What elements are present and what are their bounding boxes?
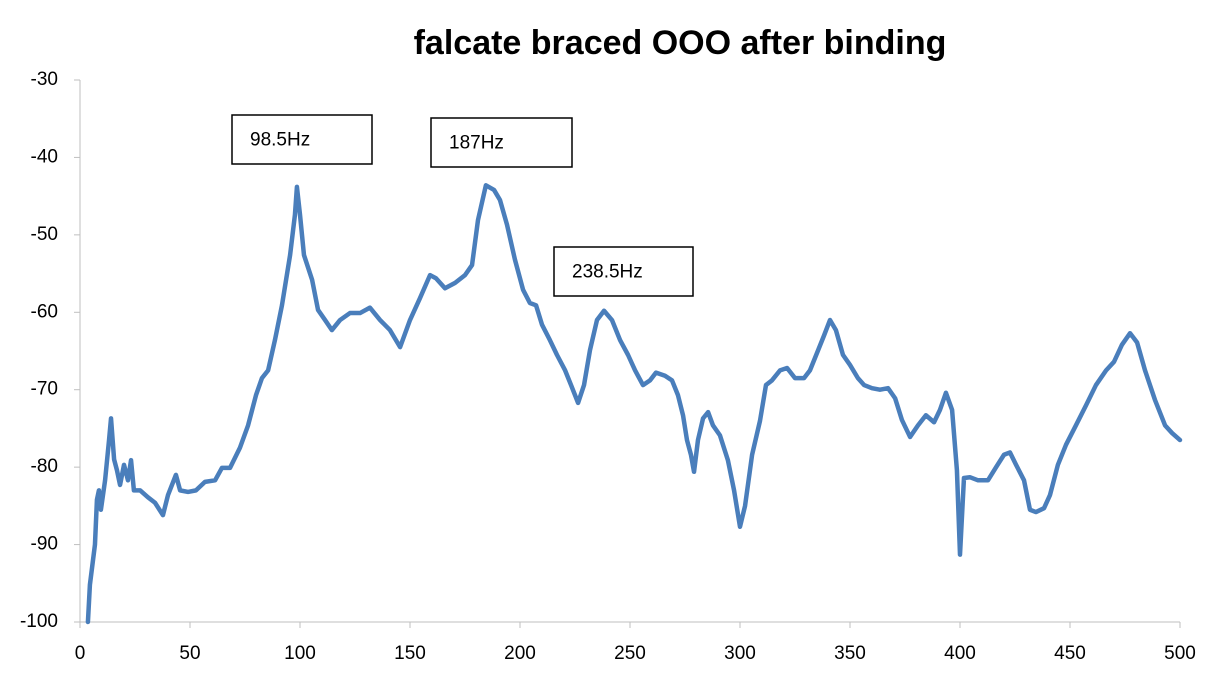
x-tick-label: 300 [724,643,756,664]
y-tick-label: -30 [31,69,58,90]
annotation-box [553,246,694,297]
x-tick-label: 500 [1164,643,1196,664]
y-tick-label: -60 [31,301,58,322]
x-tick-label: 400 [944,643,976,664]
annotation-box [430,117,573,168]
y-tick-label: -50 [31,224,58,245]
annotation-box [231,114,373,165]
y-tick-label: -100 [20,611,58,632]
y-tick-label: -70 [31,379,58,400]
y-tick-label: -80 [31,456,58,477]
chart-title: falcate braced OOO after binding [414,24,947,62]
annotation: 98.5Hz [250,130,310,151]
data-line [85,183,1183,625]
x-tick-label: 100 [284,643,316,664]
x-tick-label: 150 [394,643,426,664]
y-tick-label: -40 [31,146,58,167]
x-tick-label: 250 [614,643,646,664]
x-tick-label: 450 [1054,643,1086,664]
annotation: 238.5Hz [572,262,643,283]
x-tick-label: 350 [834,643,866,664]
y-tick-label: -90 [31,534,58,555]
annotation: 187Hz [449,133,504,154]
x-tick-label: 50 [179,643,200,664]
x-tick-label: 0 [75,643,86,664]
x-tick-label: 200 [504,643,536,664]
